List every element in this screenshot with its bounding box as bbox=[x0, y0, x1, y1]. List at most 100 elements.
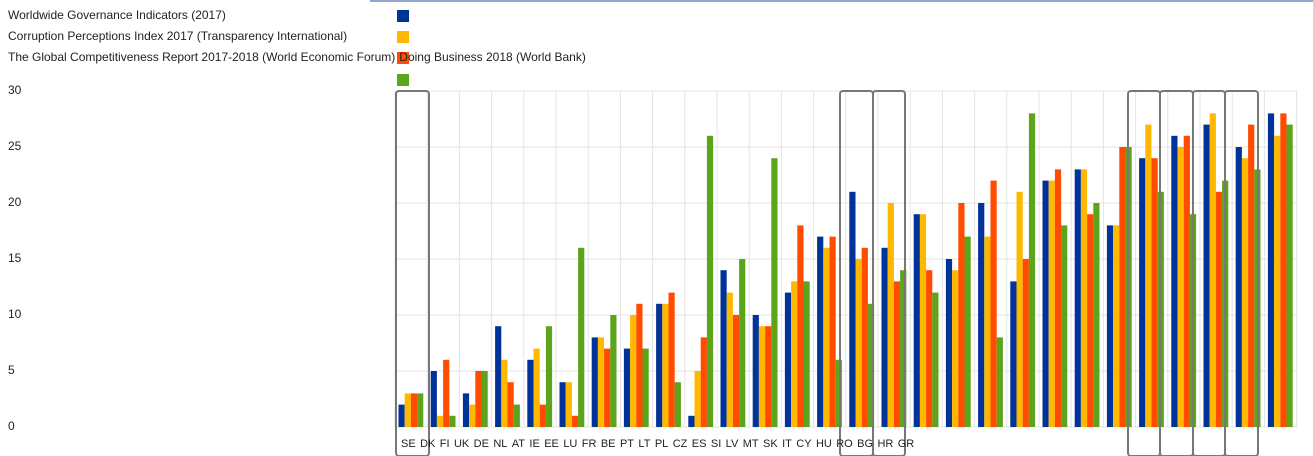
bar bbox=[1061, 225, 1068, 427]
bar bbox=[1074, 169, 1081, 427]
bar bbox=[1145, 124, 1152, 427]
bar bbox=[1080, 169, 1088, 427]
legend-label: Worldwide Governance Indicators (2017) bbox=[8, 8, 226, 22]
bar bbox=[881, 247, 888, 427]
bar bbox=[1177, 147, 1184, 427]
x-tick-label: HR bbox=[877, 438, 893, 450]
bar bbox=[887, 203, 894, 427]
bar bbox=[1274, 135, 1281, 428]
bar bbox=[436, 415, 444, 427]
bar bbox=[533, 348, 540, 427]
bar bbox=[945, 259, 953, 427]
bar bbox=[1042, 180, 1049, 427]
bar bbox=[1106, 225, 1114, 427]
bar bbox=[668, 292, 675, 427]
bar bbox=[952, 270, 959, 427]
bar bbox=[623, 348, 631, 427]
bar bbox=[1119, 147, 1126, 427]
bar bbox=[855, 259, 862, 427]
legend-swatch bbox=[397, 74, 409, 86]
bar bbox=[1215, 191, 1223, 427]
bar bbox=[495, 326, 502, 427]
bar bbox=[443, 359, 450, 427]
bar bbox=[849, 191, 856, 427]
bar bbox=[990, 180, 997, 427]
bar bbox=[784, 292, 792, 427]
x-tick-label: RO bbox=[836, 438, 853, 450]
bar bbox=[900, 270, 907, 427]
x-tick-label: FR bbox=[582, 438, 597, 450]
highlight-box bbox=[872, 90, 906, 456]
bar bbox=[752, 315, 759, 427]
bar bbox=[469, 404, 476, 427]
y-tick-label: 10 bbox=[8, 307, 22, 321]
bar bbox=[410, 393, 418, 427]
bar bbox=[501, 359, 508, 427]
highlight-box bbox=[1224, 90, 1259, 456]
bar bbox=[1093, 203, 1100, 427]
bar bbox=[861, 247, 868, 427]
bar bbox=[507, 382, 514, 427]
bar bbox=[417, 393, 424, 427]
x-tick-label: HU bbox=[816, 438, 832, 450]
x-tick-label: FI bbox=[440, 438, 450, 450]
x-tick-label: LV bbox=[726, 438, 739, 450]
x-tick-label: IT bbox=[782, 438, 792, 450]
bar bbox=[1048, 180, 1055, 427]
x-tick-label: BG bbox=[857, 438, 873, 450]
bar bbox=[1087, 214, 1094, 427]
x-tick-label: NL bbox=[493, 438, 507, 450]
x-tick-label: UK bbox=[454, 438, 470, 450]
bar bbox=[604, 348, 611, 427]
bar bbox=[1113, 225, 1120, 427]
bar bbox=[475, 371, 482, 427]
bar bbox=[1183, 135, 1190, 428]
bar bbox=[1241, 158, 1249, 427]
x-tick-label: SE bbox=[401, 438, 416, 450]
x-tick-label: CZ bbox=[673, 438, 688, 450]
bar bbox=[642, 348, 649, 427]
bar bbox=[398, 404, 405, 427]
bar bbox=[829, 236, 836, 427]
bar bbox=[1022, 259, 1029, 427]
bar bbox=[803, 281, 810, 427]
bar bbox=[720, 270, 727, 427]
bar bbox=[732, 315, 740, 427]
bar bbox=[706, 135, 714, 428]
bar bbox=[449, 415, 456, 427]
bar bbox=[765, 326, 772, 427]
bar bbox=[674, 382, 681, 427]
bar bbox=[591, 337, 598, 427]
x-tick-label: GR bbox=[898, 438, 915, 450]
bar bbox=[688, 415, 695, 427]
highlight-boxes bbox=[395, 90, 1259, 456]
bar bbox=[996, 337, 1003, 427]
y-tick-label: 5 bbox=[8, 363, 15, 377]
bar bbox=[1028, 113, 1036, 428]
bar bbox=[1248, 124, 1255, 427]
bar bbox=[1209, 113, 1216, 428]
bar bbox=[984, 236, 991, 427]
y-tick-label: 30 bbox=[8, 83, 22, 97]
bar bbox=[926, 270, 933, 427]
bar bbox=[758, 326, 766, 427]
bar bbox=[1286, 124, 1293, 427]
bar bbox=[726, 292, 733, 427]
bar bbox=[1280, 113, 1287, 428]
legend-label: Corruption Perceptions Index 2017 (Trans… bbox=[8, 29, 347, 43]
bar bbox=[527, 359, 534, 427]
bar bbox=[932, 292, 939, 427]
bar bbox=[791, 281, 798, 427]
bar bbox=[919, 214, 927, 427]
legend-swatch bbox=[397, 31, 409, 43]
bar bbox=[610, 315, 617, 427]
x-tick-label: DE bbox=[474, 438, 489, 450]
x-tick-label: LU bbox=[563, 438, 577, 450]
x-tick-label: PL bbox=[655, 438, 668, 450]
y-tick-label: 25 bbox=[8, 139, 22, 153]
bar bbox=[835, 359, 842, 427]
x-tick-label: BE bbox=[601, 438, 616, 450]
bar bbox=[797, 225, 804, 427]
bar bbox=[565, 382, 572, 427]
